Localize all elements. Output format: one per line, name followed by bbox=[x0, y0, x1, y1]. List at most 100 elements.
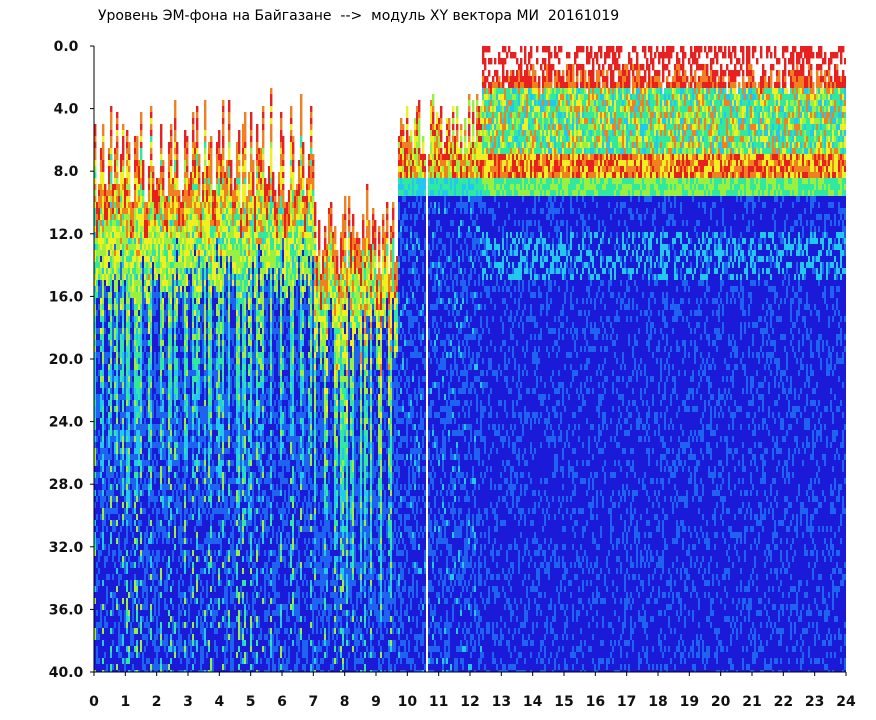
heatmap-column bbox=[334, 226, 337, 672]
heatmap-column bbox=[256, 124, 259, 672]
heatmap-column bbox=[398, 136, 401, 672]
chart-title: Уровень ЭМ-фона на Байгазане --> модуль … bbox=[98, 8, 619, 24]
heatmap-column bbox=[434, 124, 437, 672]
x-tick-label: 14 bbox=[523, 694, 543, 710]
heatmap-column bbox=[488, 46, 491, 672]
heatmap-column bbox=[482, 46, 485, 672]
heatmap-column bbox=[642, 46, 645, 672]
y-ticks: 0.0 4.0 8.0 12.0 16.0 20.0 24.0 28.0 32.0 36.0 40.… bbox=[49, 39, 94, 681]
heatmap-column bbox=[402, 124, 405, 672]
heatmap-column bbox=[146, 202, 149, 672]
heatmap-column bbox=[442, 154, 445, 672]
heatmap-column bbox=[94, 124, 97, 672]
heatmap-column bbox=[452, 106, 455, 672]
heatmap-column bbox=[404, 142, 407, 672]
heatmap-column bbox=[314, 202, 317, 672]
heatmap-column bbox=[330, 202, 333, 672]
heatmap-column bbox=[170, 124, 173, 672]
heatmap-column bbox=[332, 232, 335, 672]
heatmap-column bbox=[574, 52, 577, 672]
heatmap-column bbox=[104, 184, 107, 672]
heatmap-column bbox=[342, 214, 345, 672]
heatmap-column bbox=[348, 196, 351, 672]
heatmap-column bbox=[202, 172, 205, 672]
heatmap-column bbox=[188, 178, 191, 672]
heatmap-column bbox=[672, 46, 675, 672]
heatmap-column bbox=[566, 52, 569, 672]
heatmap-column bbox=[300, 94, 303, 672]
heatmap-column bbox=[562, 70, 565, 672]
heatmap-column bbox=[504, 46, 507, 672]
x-ticks: 0 1 2 3 4 5 6 7 8 9 10 11 12 13 14 15 16 17 18 19 20 21 22 23 24 bbox=[89, 672, 856, 710]
heatmap-column bbox=[354, 238, 357, 672]
heatmap-column bbox=[490, 58, 493, 672]
heatmap-column bbox=[124, 178, 127, 672]
heatmap-column bbox=[542, 46, 545, 672]
heatmap-column bbox=[320, 274, 323, 672]
heatmap-column bbox=[268, 166, 271, 672]
heatmap-column bbox=[362, 214, 365, 672]
heatmap-column bbox=[636, 52, 639, 672]
heatmap-column bbox=[576, 46, 579, 672]
heatmap-column bbox=[168, 142, 171, 672]
heatmap-column bbox=[106, 190, 109, 672]
heatmap-column bbox=[432, 94, 435, 672]
heatmap-column bbox=[466, 148, 469, 672]
heatmap-column bbox=[290, 106, 293, 672]
x-tick-label: 19 bbox=[680, 694, 699, 710]
heatmap-column bbox=[216, 142, 219, 672]
heatmap-column bbox=[96, 202, 99, 672]
heatmap-column bbox=[552, 64, 555, 672]
heatmap-column bbox=[686, 76, 689, 672]
heatmap-column bbox=[604, 52, 607, 672]
heatmap-column bbox=[588, 52, 591, 672]
heatmap-column bbox=[370, 244, 373, 672]
heatmap-column bbox=[418, 100, 421, 672]
heatmap-column bbox=[248, 172, 251, 672]
heatmap-column bbox=[520, 46, 523, 672]
heatmap-column bbox=[524, 46, 527, 672]
heatmap-column bbox=[682, 46, 685, 672]
heatmap-column bbox=[592, 58, 595, 672]
heatmap-column bbox=[384, 232, 387, 672]
heatmap-column bbox=[472, 100, 475, 672]
heatmap-column bbox=[324, 226, 327, 672]
heatmap-column bbox=[664, 52, 667, 672]
heatmap-column bbox=[230, 160, 233, 672]
heatmap-column bbox=[602, 64, 605, 672]
heatmap-column bbox=[436, 112, 439, 672]
heatmap-column bbox=[652, 58, 655, 672]
heatmap-column bbox=[656, 46, 659, 672]
heatmap-column bbox=[678, 58, 681, 672]
heatmap-column bbox=[252, 160, 255, 672]
heatmap-column bbox=[260, 148, 263, 672]
x-tick-label: 6 bbox=[277, 694, 287, 710]
heatmap-column bbox=[570, 64, 573, 672]
heatmap-column bbox=[464, 118, 467, 672]
heatmap-column bbox=[614, 52, 617, 672]
heatmap-column bbox=[312, 154, 315, 672]
heatmap-column bbox=[660, 52, 663, 672]
heatmap-column bbox=[204, 100, 207, 672]
heatmap-column bbox=[608, 46, 611, 672]
y-tick-label: 20.0 bbox=[49, 352, 84, 368]
heatmap-column bbox=[582, 46, 585, 672]
heatmap-column bbox=[394, 262, 397, 672]
heatmap-column bbox=[186, 136, 189, 672]
heatmap-column bbox=[462, 154, 465, 672]
heatmap-column bbox=[368, 220, 371, 672]
heatmap-column bbox=[684, 52, 687, 672]
x-tick-label: 1 bbox=[120, 694, 130, 710]
heatmap-column bbox=[626, 64, 629, 672]
heatmap-column bbox=[658, 52, 661, 672]
heatmap-column bbox=[494, 58, 497, 672]
heatmap-column bbox=[536, 46, 539, 672]
heatmap-column bbox=[228, 100, 231, 672]
heatmap-column bbox=[130, 202, 133, 672]
heatmap-column bbox=[630, 58, 633, 672]
x-tick-label: 24 bbox=[836, 694, 856, 710]
heatmap-column bbox=[540, 64, 543, 672]
x-tick-label: 10 bbox=[398, 694, 418, 710]
heatmap-column bbox=[264, 178, 267, 672]
